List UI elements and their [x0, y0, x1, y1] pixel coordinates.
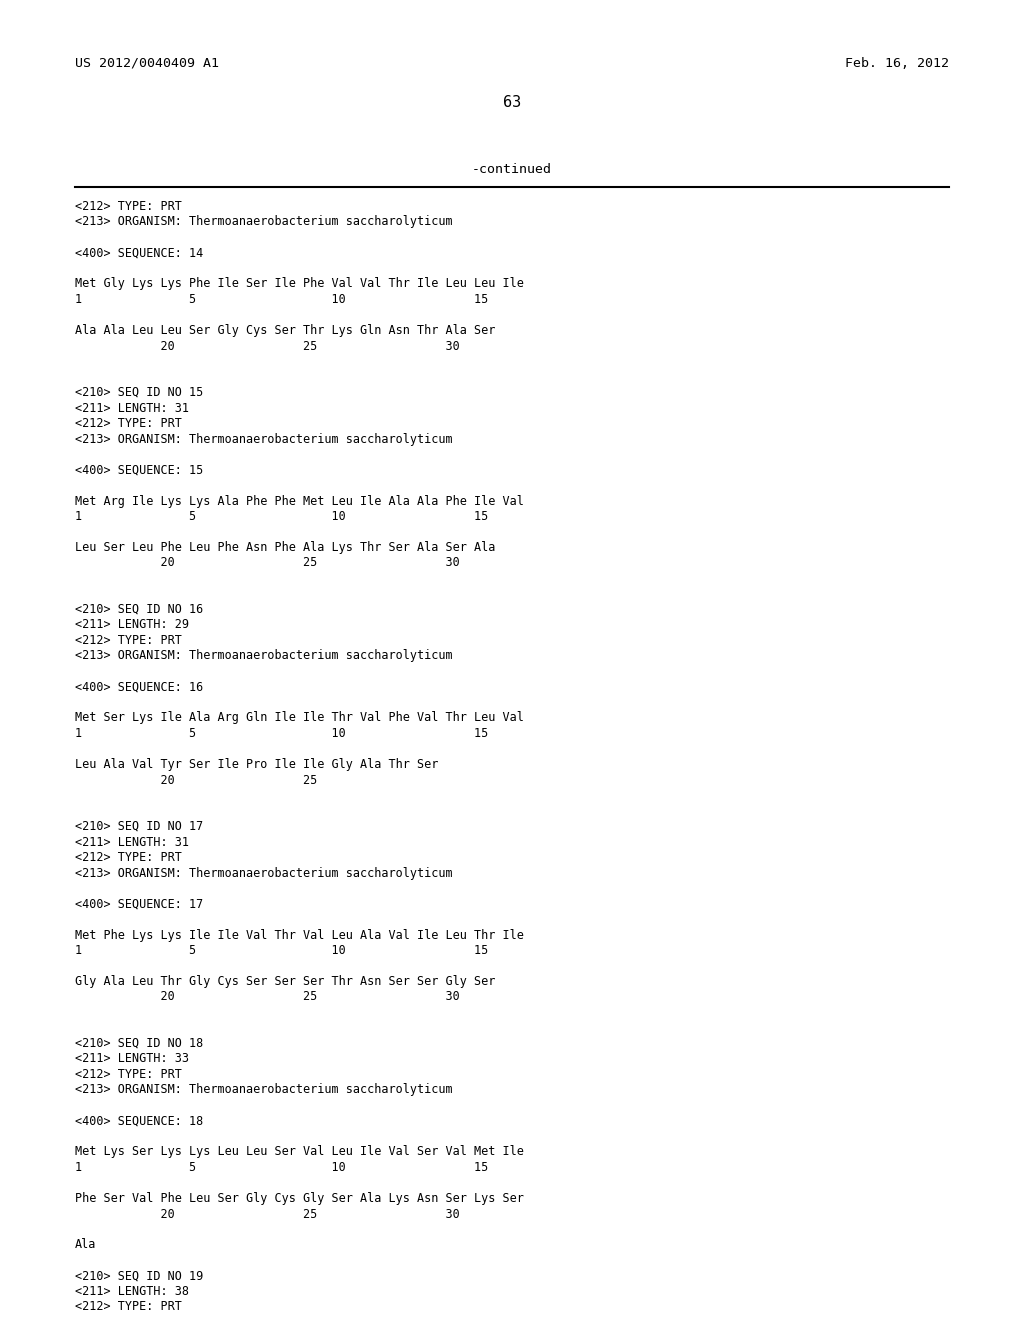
Text: <400> SEQUENCE: 14: <400> SEQUENCE: 14: [75, 247, 203, 260]
Text: Feb. 16, 2012: Feb. 16, 2012: [845, 57, 949, 70]
Text: <212> TYPE: PRT: <212> TYPE: PRT: [75, 851, 182, 865]
Text: Ala: Ala: [75, 1238, 96, 1251]
Text: Met Phe Lys Lys Ile Ile Val Thr Val Leu Ala Val Ile Leu Thr Ile: Met Phe Lys Lys Ile Ile Val Thr Val Leu …: [75, 928, 524, 941]
Text: US 2012/0040409 A1: US 2012/0040409 A1: [75, 57, 219, 70]
Text: 63: 63: [503, 95, 521, 110]
Text: 20                  25                  30: 20 25 30: [75, 557, 460, 569]
Text: <400> SEQUENCE: 15: <400> SEQUENCE: 15: [75, 463, 203, 477]
Text: 20                  25: 20 25: [75, 774, 317, 787]
Text: <400> SEQUENCE: 17: <400> SEQUENCE: 17: [75, 898, 203, 911]
Text: Gly Ala Leu Thr Gly Cys Ser Ser Ser Thr Asn Ser Ser Gly Ser: Gly Ala Leu Thr Gly Cys Ser Ser Ser Thr …: [75, 975, 496, 987]
Text: 20                  25                  30: 20 25 30: [75, 1208, 460, 1221]
Text: <211> LENGTH: 31: <211> LENGTH: 31: [75, 836, 189, 849]
Text: 1               5                   10                  15: 1 5 10 15: [75, 293, 488, 306]
Text: -continued: -continued: [472, 162, 552, 176]
Text: <210> SEQ ID NO 15: <210> SEQ ID NO 15: [75, 385, 203, 399]
Text: <213> ORGANISM: Thermoanaerobacterium saccharolyticum: <213> ORGANISM: Thermoanaerobacterium sa…: [75, 1084, 453, 1097]
Text: <210> SEQ ID NO 18: <210> SEQ ID NO 18: [75, 1038, 203, 1049]
Text: <212> TYPE: PRT: <212> TYPE: PRT: [75, 1068, 182, 1081]
Text: <400> SEQUENCE: 18: <400> SEQUENCE: 18: [75, 1114, 203, 1127]
Text: Met Ser Lys Ile Ala Arg Gln Ile Ile Thr Val Phe Val Thr Leu Val: Met Ser Lys Ile Ala Arg Gln Ile Ile Thr …: [75, 711, 524, 725]
Text: <213> ORGANISM: Thermoanaerobacterium saccharolyticum: <213> ORGANISM: Thermoanaerobacterium sa…: [75, 433, 453, 446]
Text: 1               5                   10                  15: 1 5 10 15: [75, 727, 488, 741]
Text: Leu Ala Val Tyr Ser Ile Pro Ile Ile Gly Ala Thr Ser: Leu Ala Val Tyr Ser Ile Pro Ile Ile Gly …: [75, 758, 438, 771]
Text: Met Gly Lys Lys Phe Ile Ser Ile Phe Val Val Thr Ile Leu Leu Ile: Met Gly Lys Lys Phe Ile Ser Ile Phe Val …: [75, 277, 524, 290]
Text: <211> LENGTH: 31: <211> LENGTH: 31: [75, 401, 189, 414]
Text: Met Lys Ser Lys Lys Leu Leu Ser Val Leu Ile Val Ser Val Met Ile: Met Lys Ser Lys Lys Leu Leu Ser Val Leu …: [75, 1146, 524, 1159]
Text: <212> TYPE: PRT: <212> TYPE: PRT: [75, 634, 182, 647]
Text: Ala Ala Leu Leu Ser Gly Cys Ser Thr Lys Gln Asn Thr Ala Ser: Ala Ala Leu Leu Ser Gly Cys Ser Thr Lys …: [75, 323, 496, 337]
Text: 1               5                   10                  15: 1 5 10 15: [75, 510, 488, 523]
Text: Phe Ser Val Phe Leu Ser Gly Cys Gly Ser Ala Lys Asn Ser Lys Ser: Phe Ser Val Phe Leu Ser Gly Cys Gly Ser …: [75, 1192, 524, 1205]
Text: 20                  25                  30: 20 25 30: [75, 339, 460, 352]
Text: <211> LENGTH: 38: <211> LENGTH: 38: [75, 1284, 189, 1298]
Text: 20                  25                  30: 20 25 30: [75, 990, 460, 1003]
Text: Leu Ser Leu Phe Leu Phe Asn Phe Ala Lys Thr Ser Ala Ser Ala: Leu Ser Leu Phe Leu Phe Asn Phe Ala Lys …: [75, 541, 496, 554]
Text: 1               5                   10                  15: 1 5 10 15: [75, 944, 488, 957]
Text: <213> ORGANISM: Thermoanaerobacterium saccharolyticum: <213> ORGANISM: Thermoanaerobacterium sa…: [75, 215, 453, 228]
Text: <213> ORGANISM: Thermoanaerobacterium saccharolyticum: <213> ORGANISM: Thermoanaerobacterium sa…: [75, 649, 453, 663]
Text: <210> SEQ ID NO 16: <210> SEQ ID NO 16: [75, 603, 203, 616]
Text: <213> ORGANISM: Thermoanaerobacterium saccharolyticum: <213> ORGANISM: Thermoanaerobacterium sa…: [75, 866, 453, 879]
Text: <212> TYPE: PRT: <212> TYPE: PRT: [75, 201, 182, 213]
Text: Met Arg Ile Lys Lys Ala Phe Phe Met Leu Ile Ala Ala Phe Ile Val: Met Arg Ile Lys Lys Ala Phe Phe Met Leu …: [75, 495, 524, 507]
Text: <210> SEQ ID NO 19: <210> SEQ ID NO 19: [75, 1270, 203, 1283]
Text: <212> TYPE: PRT: <212> TYPE: PRT: [75, 417, 182, 430]
Text: 1               5                   10                  15: 1 5 10 15: [75, 1162, 488, 1173]
Text: <400> SEQUENCE: 16: <400> SEQUENCE: 16: [75, 681, 203, 693]
Text: <211> LENGTH: 33: <211> LENGTH: 33: [75, 1052, 189, 1065]
Text: <211> LENGTH: 29: <211> LENGTH: 29: [75, 619, 189, 631]
Text: <210> SEQ ID NO 17: <210> SEQ ID NO 17: [75, 820, 203, 833]
Text: <212> TYPE: PRT: <212> TYPE: PRT: [75, 1300, 182, 1313]
